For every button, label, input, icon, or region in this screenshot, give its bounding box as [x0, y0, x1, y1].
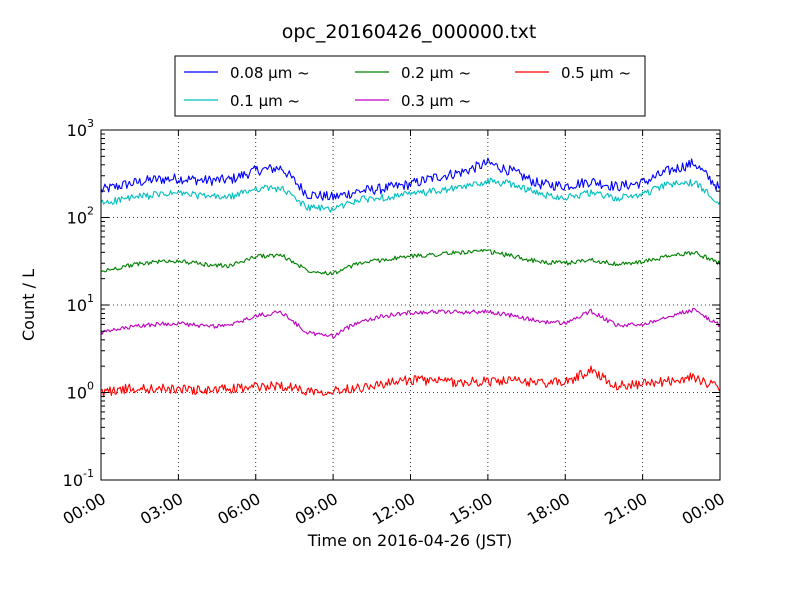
- series-line-5: [100, 365, 721, 398]
- series-lines: [100, 157, 721, 398]
- x-tick-label: 00:00: [60, 489, 109, 529]
- legend-label: 0.08 μm ~: [230, 64, 310, 82]
- legend-label: 0.5 μm ~: [561, 64, 631, 82]
- x-tick-label: 18:00: [524, 489, 573, 529]
- axis-ticks: 00:00 03:00 06:00 09:00 12:00 15:00 18:00 21:00…: [60, 117, 728, 529]
- x-tick-label: 09:00: [292, 489, 341, 529]
- x-tick-label: 06:00: [214, 489, 263, 529]
- x-tick-label: 03:00: [137, 489, 186, 529]
- x-axis-label: Time on 2016-04-26 (JST): [307, 531, 512, 550]
- x-tick-label: 15:00: [446, 489, 495, 529]
- series-line-3: [100, 248, 721, 276]
- chart-title: opc_20160426_000000.txt: [282, 21, 537, 43]
- legend-label: 0.3 μm ~: [401, 92, 471, 110]
- legend-label: 0.1 μm ~: [230, 92, 300, 110]
- legend-box: [174, 55, 646, 117]
- grid-lines: [101, 130, 720, 480]
- y-tick-label: 100: [67, 380, 94, 403]
- x-tick-label: 21:00: [601, 489, 650, 529]
- series-line-1: [100, 157, 721, 201]
- x-tick-label: 00:00: [679, 489, 728, 529]
- legend: 0.08 μm ~ 0.1 μm ~ 0.2 μm ~ 0.3 μm ~ 0.5 μm …: [174, 55, 646, 117]
- y-tick-label: 102: [67, 205, 94, 228]
- x-tick-label: 12:00: [369, 489, 418, 529]
- series-line-2: [100, 177, 721, 213]
- y-axis-label: Count / L: [19, 269, 38, 341]
- legend-label: 0.2 μm ~: [401, 64, 471, 82]
- y-tick-label: 103: [67, 117, 94, 140]
- y-tick-label: 10-1: [63, 467, 94, 490]
- series-line-4: [100, 307, 721, 339]
- y-tick-label: 101: [67, 292, 94, 315]
